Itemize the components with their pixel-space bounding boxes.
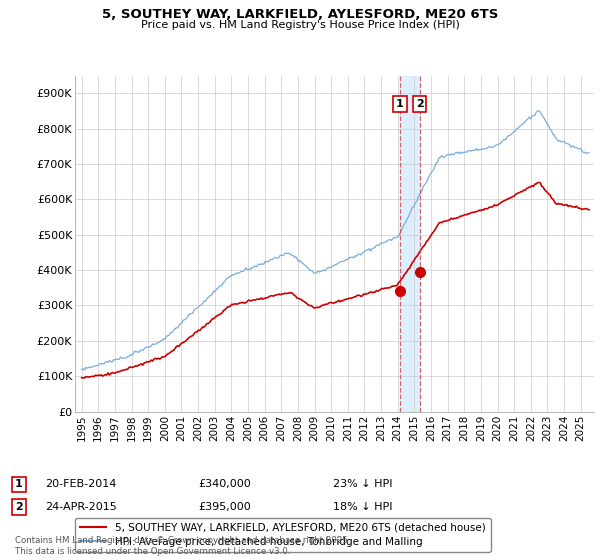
Text: £395,000: £395,000 [198, 502, 251, 512]
Legend: 5, SOUTHEY WAY, LARKFIELD, AYLESFORD, ME20 6TS (detached house), HPI: Average pr: 5, SOUTHEY WAY, LARKFIELD, AYLESFORD, ME… [75, 517, 491, 552]
Text: 1: 1 [15, 479, 23, 489]
Text: 24-APR-2015: 24-APR-2015 [45, 502, 117, 512]
Text: 18% ↓ HPI: 18% ↓ HPI [333, 502, 392, 512]
Text: 2: 2 [416, 99, 424, 109]
Text: 20-FEB-2014: 20-FEB-2014 [45, 479, 116, 489]
Text: 23% ↓ HPI: 23% ↓ HPI [333, 479, 392, 489]
Text: Price paid vs. HM Land Registry's House Price Index (HPI): Price paid vs. HM Land Registry's House … [140, 20, 460, 30]
Text: 5, SOUTHEY WAY, LARKFIELD, AYLESFORD, ME20 6TS: 5, SOUTHEY WAY, LARKFIELD, AYLESFORD, ME… [102, 8, 498, 21]
Text: 1: 1 [396, 99, 404, 109]
Bar [400, 76, 419, 412]
Text: £340,000: £340,000 [198, 479, 251, 489]
Text: Contains HM Land Registry data © Crown copyright and database right 2025.
This d: Contains HM Land Registry data © Crown c… [15, 536, 350, 556]
Text: 2: 2 [15, 502, 23, 512]
